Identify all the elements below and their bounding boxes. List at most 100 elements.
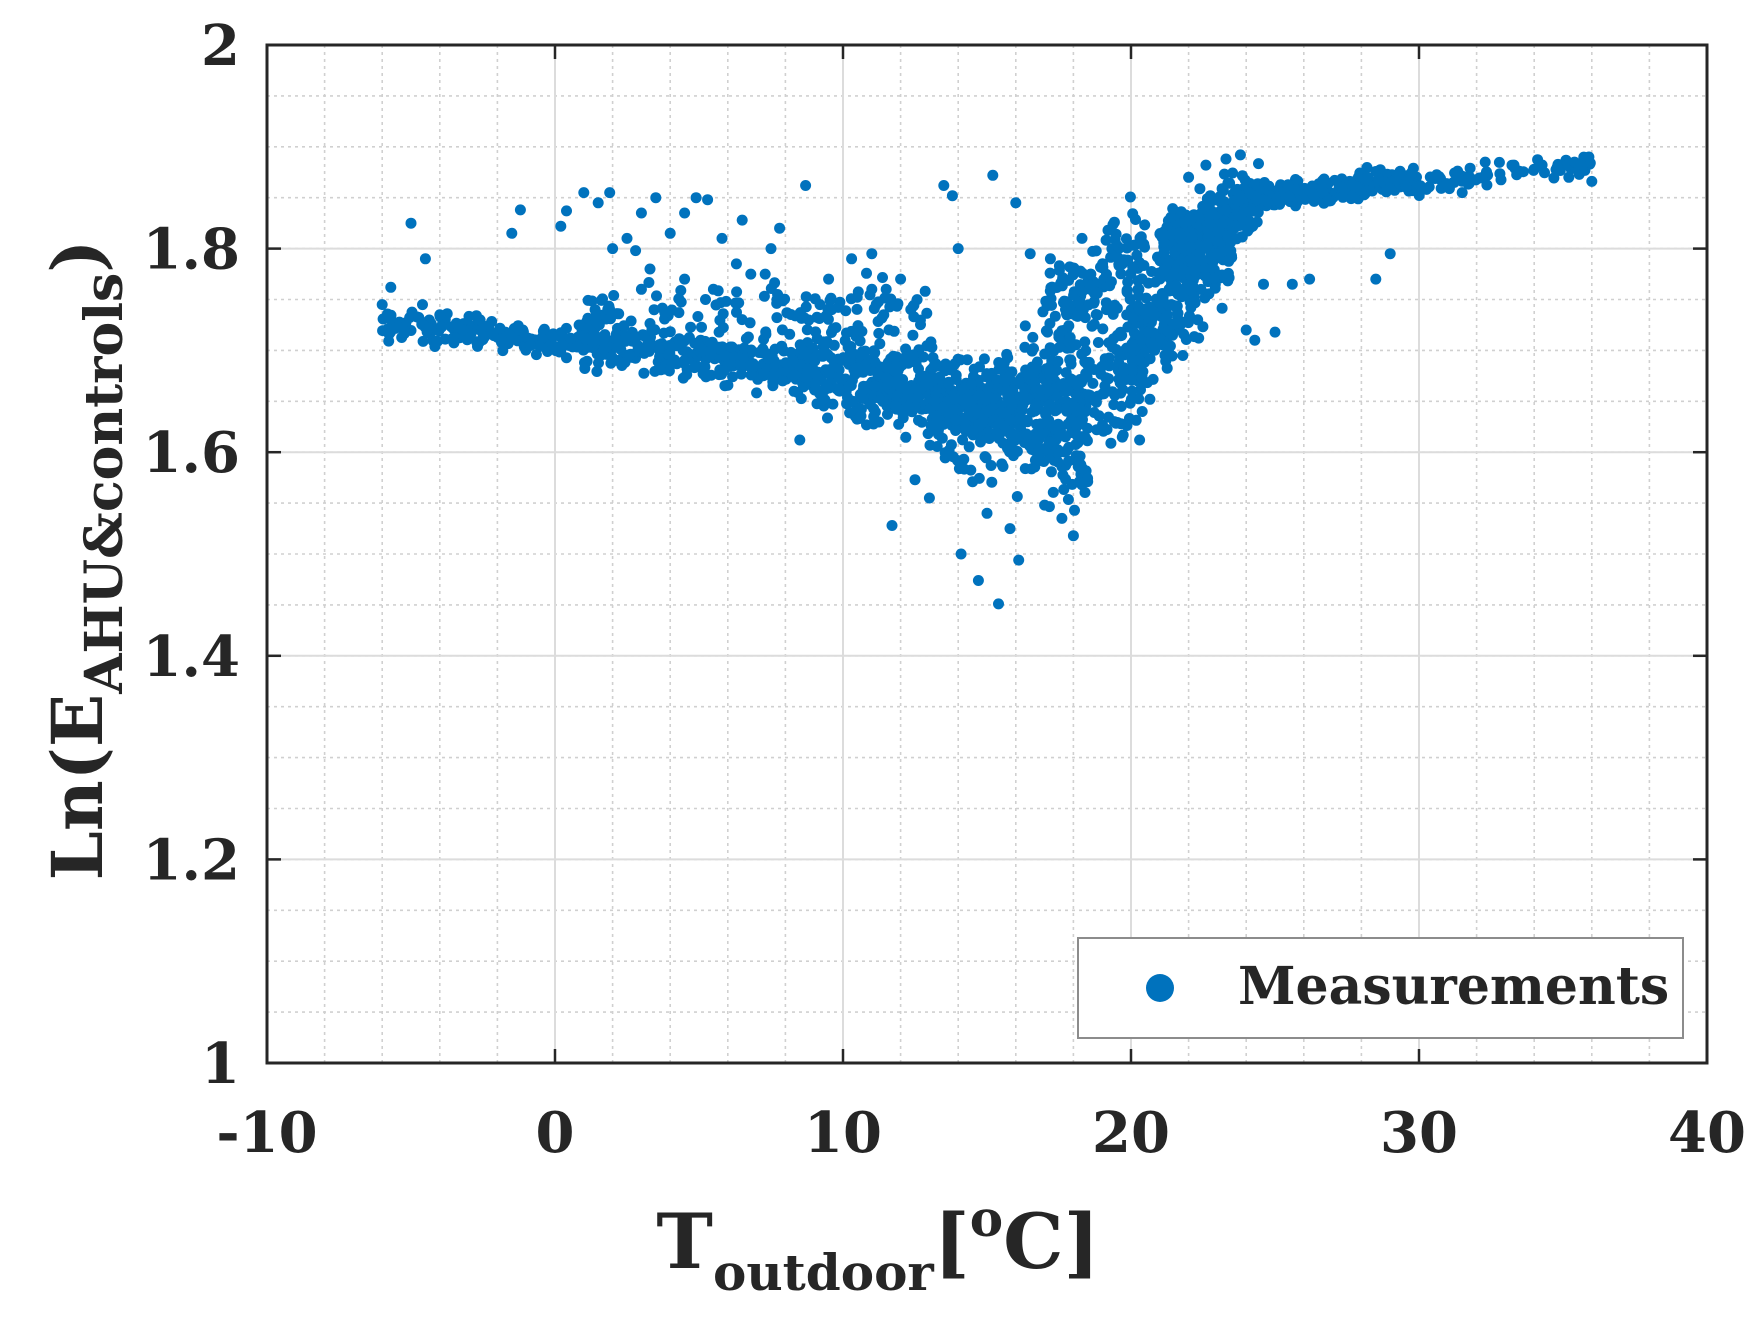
- data-point: [1351, 181, 1363, 193]
- data-point: [889, 400, 901, 412]
- data-point: [1101, 424, 1113, 435]
- data-point: [856, 325, 868, 337]
- data-point: [987, 169, 999, 181]
- data-point: [1039, 348, 1051, 360]
- data-point: [882, 408, 893, 420]
- data-point: [1047, 486, 1059, 498]
- data-point: [1393, 169, 1405, 180]
- data-point: [1066, 374, 1078, 386]
- data-point: [1532, 154, 1544, 166]
- data-point: [1056, 512, 1068, 524]
- data-point: [907, 329, 919, 341]
- data-point: [965, 464, 977, 476]
- data-point: [1479, 156, 1491, 168]
- data-point: [1013, 554, 1025, 566]
- data-point: [936, 432, 948, 444]
- data-point: [1209, 282, 1221, 294]
- data-point: [1084, 389, 1096, 401]
- x-tick-label: 40: [1668, 1100, 1746, 1166]
- data-point: [1464, 162, 1476, 174]
- data-point: [1014, 375, 1025, 387]
- data-point: [1004, 396, 1016, 408]
- data-point: [604, 187, 616, 199]
- data-point: [1058, 484, 1070, 495]
- data-point: [963, 441, 975, 453]
- data-point: [1023, 439, 1035, 451]
- data-point: [947, 360, 959, 372]
- data-point: [1070, 339, 1082, 351]
- data-point: [718, 365, 730, 377]
- data-point: [949, 393, 961, 405]
- data-point: [1243, 206, 1255, 218]
- data-point: [908, 349, 919, 361]
- data-point: [788, 369, 800, 381]
- data-point: [1052, 355, 1064, 367]
- x-tick-labels: -10 0 10 20 30 40: [216, 1100, 1746, 1166]
- data-point: [561, 352, 572, 364]
- data-point: [1170, 280, 1182, 292]
- data-point: [710, 299, 722, 311]
- data-point: [1063, 320, 1075, 332]
- data-point: [511, 322, 523, 334]
- data-point: [606, 351, 618, 363]
- data-point: [909, 474, 921, 486]
- data-point: [968, 363, 980, 375]
- data-point: [1056, 275, 1068, 287]
- data-point: [852, 286, 864, 298]
- data-point: [1035, 418, 1047, 430]
- data-point: [1236, 170, 1248, 182]
- data-point: [929, 396, 941, 407]
- data-point: [776, 367, 788, 379]
- data-point: [666, 357, 678, 369]
- data-point: [640, 343, 652, 355]
- data-point: [788, 385, 800, 397]
- data-point: [1414, 180, 1426, 192]
- data-point: [800, 180, 812, 191]
- data-point: [1220, 204, 1232, 216]
- data-point: [1160, 310, 1172, 322]
- data-point: [1040, 295, 1052, 307]
- data-point: [650, 192, 662, 204]
- data-point: [707, 283, 719, 295]
- data-point: [1092, 337, 1104, 348]
- data-point: [1573, 168, 1585, 180]
- data-point: [868, 303, 880, 315]
- data-point: [880, 283, 892, 295]
- data-point: [1108, 399, 1120, 411]
- data-point: [931, 413, 943, 425]
- data-point: [1117, 384, 1129, 396]
- data-point: [548, 340, 560, 352]
- data-point: [1197, 321, 1209, 333]
- data-point: [1076, 286, 1088, 298]
- data-point: [841, 327, 852, 339]
- x-axis-label: Toutdoor[oC]: [656, 1189, 1099, 1302]
- data-point: [869, 380, 881, 392]
- data-point: [1004, 414, 1016, 426]
- data-points: [376, 149, 1598, 610]
- data-point: [1097, 323, 1109, 335]
- data-point: [1188, 291, 1200, 302]
- data-point: [659, 307, 671, 319]
- data-point: [1062, 494, 1074, 505]
- data-point: [1158, 237, 1170, 249]
- data-point: [675, 285, 687, 296]
- data-point: [595, 294, 607, 306]
- data-point: [506, 227, 518, 239]
- data-point: [1077, 267, 1089, 279]
- data-point: [497, 345, 509, 357]
- data-point: [980, 452, 992, 464]
- data-point: [846, 253, 858, 265]
- data-point: [809, 355, 821, 367]
- data-point: [834, 383, 845, 395]
- data-point: [957, 394, 969, 406]
- data-point: [689, 362, 700, 374]
- data-point: [767, 380, 779, 392]
- data-point: [889, 365, 901, 377]
- data-point: [1508, 159, 1520, 171]
- data-point: [1043, 436, 1055, 448]
- data-point: [1528, 163, 1540, 175]
- data-point: [758, 367, 770, 379]
- data-point: [1218, 168, 1230, 180]
- data-point: [699, 360, 711, 372]
